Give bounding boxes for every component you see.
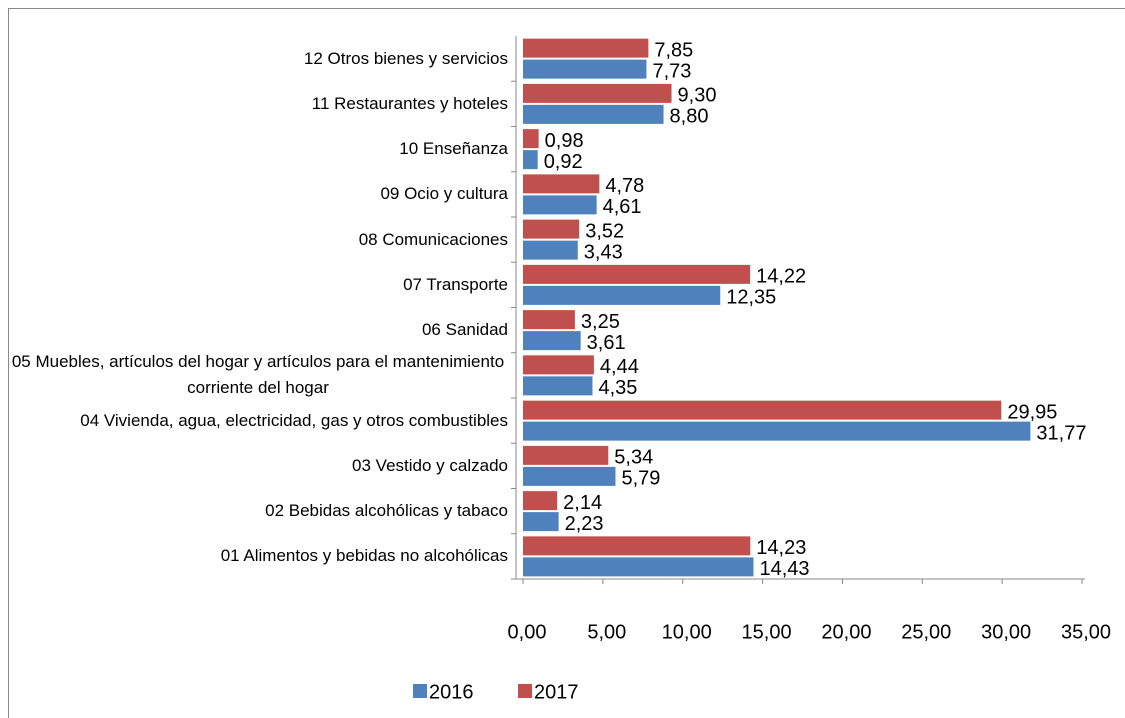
value-label: 2,14 <box>563 492 602 514</box>
value-label: 4,44 <box>600 356 639 378</box>
y-tick-label: 11 Restaurantes y hoteles <box>8 91 508 117</box>
bar <box>523 129 539 149</box>
bar <box>523 421 1031 441</box>
value-label: 14,43 <box>759 558 809 580</box>
x-tick-label: 30,00 <box>981 621 1031 643</box>
bar <box>523 104 664 124</box>
bar <box>523 83 672 103</box>
chart-frame <box>8 8 1125 718</box>
x-tick-label: 5,00 <box>587 621 626 643</box>
value-label: 4,78 <box>605 175 644 197</box>
bar <box>523 355 594 375</box>
legend-label: 2017 <box>534 681 579 703</box>
y-tick-label: 01 Alimentos y bebidas no alcohólicas <box>8 543 508 569</box>
value-label: 29,95 <box>1007 401 1057 423</box>
y-tick-label-text: 02 Bebidas alcohólicas y tabaco <box>265 501 508 521</box>
x-tick-label: 35,00 <box>1061 621 1111 643</box>
bar <box>523 38 649 58</box>
bar <box>523 466 616 486</box>
y-tick-label: 12 Otros bienes y servicios <box>8 46 508 72</box>
bar <box>523 512 559 532</box>
bar <box>523 195 597 215</box>
x-tick-label: 15,00 <box>742 621 792 643</box>
y-tick-label-text: 04 Vivienda, agua, electricidad, gas y o… <box>80 410 508 430</box>
y-tick-label: 06 Sanidad <box>8 317 508 343</box>
bar <box>523 445 609 465</box>
value-label: 0,92 <box>544 151 583 173</box>
y-tick-label-text: 05 Muebles, artículos del hogar y artícu… <box>11 352 505 398</box>
bar <box>523 285 721 305</box>
y-tick-label: 02 Bebidas alcohólicas y tabaco <box>8 498 508 524</box>
value-label: 14,22 <box>756 266 806 288</box>
bar <box>523 536 751 556</box>
value-label: 31,77 <box>1036 422 1086 444</box>
y-tick-label: 05 Muebles, artículos del hogar y artícu… <box>8 349 508 401</box>
value-label: 3,61 <box>587 332 626 354</box>
value-label: 5,34 <box>614 447 653 469</box>
bar <box>523 219 580 239</box>
bar <box>523 174 600 194</box>
value-label: 3,52 <box>585 220 624 242</box>
y-tick-label-text: 12 Otros bienes y servicios <box>303 48 508 68</box>
y-tick-label: 04 Vivienda, agua, electricidad, gas y o… <box>8 408 508 434</box>
y-tick-label-text: 07 Transporte <box>403 274 508 294</box>
bar <box>523 491 558 511</box>
y-tick-label: 08 Comunicaciones <box>8 227 508 253</box>
bar <box>523 59 647 79</box>
y-tick-label: 03 Vestido y calzado <box>8 453 508 479</box>
value-label: 8,80 <box>670 106 709 128</box>
value-label: 4,35 <box>598 377 637 399</box>
y-tick-label-text: 01 Alimentos y bebidas no alcohólicas <box>220 546 508 566</box>
x-tick-label: 10,00 <box>662 621 712 643</box>
value-label: 7,85 <box>654 39 693 61</box>
bar <box>523 240 578 260</box>
legend-label: 2016 <box>429 681 474 703</box>
value-label: 3,43 <box>584 241 623 263</box>
y-tick-label-text: 03 Vestido y calzado <box>352 455 508 475</box>
y-tick-label-text: 10 Enseñanza <box>399 139 508 159</box>
y-tick-label: 10 Enseñanza <box>8 136 508 162</box>
value-label: 3,25 <box>581 311 620 333</box>
value-label: 14,23 <box>756 537 806 559</box>
bar <box>523 310 575 330</box>
y-tick-label: 07 Transporte <box>8 272 508 298</box>
bar <box>523 264 751 284</box>
value-label: 0,98 <box>545 130 584 152</box>
value-label: 5,79 <box>621 468 660 490</box>
value-label: 4,61 <box>603 196 642 218</box>
y-tick-label-text: 11 Restaurantes y hoteles <box>311 93 508 113</box>
x-tick-label: 20,00 <box>821 621 871 643</box>
y-tick-label: 09 Ocio y cultura <box>8 181 508 207</box>
bar <box>523 557 754 577</box>
legend-swatch <box>518 684 532 698</box>
bar <box>523 376 593 396</box>
value-label: 2,23 <box>565 513 604 535</box>
value-label: 12,35 <box>726 287 776 309</box>
value-label: 9,30 <box>678 85 717 107</box>
bar <box>523 400 1002 420</box>
x-tick-label: 0,00 <box>508 621 547 643</box>
y-tick-label-text: 06 Sanidad <box>421 320 508 340</box>
value-label: 7,73 <box>652 60 691 82</box>
y-tick-label-text: 09 Ocio y cultura <box>380 184 508 204</box>
bar <box>523 150 538 170</box>
x-tick-label: 25,00 <box>901 621 951 643</box>
bar <box>523 331 581 351</box>
legend-swatch <box>413 684 427 698</box>
y-tick-label-text: 08 Comunicaciones <box>358 229 508 249</box>
